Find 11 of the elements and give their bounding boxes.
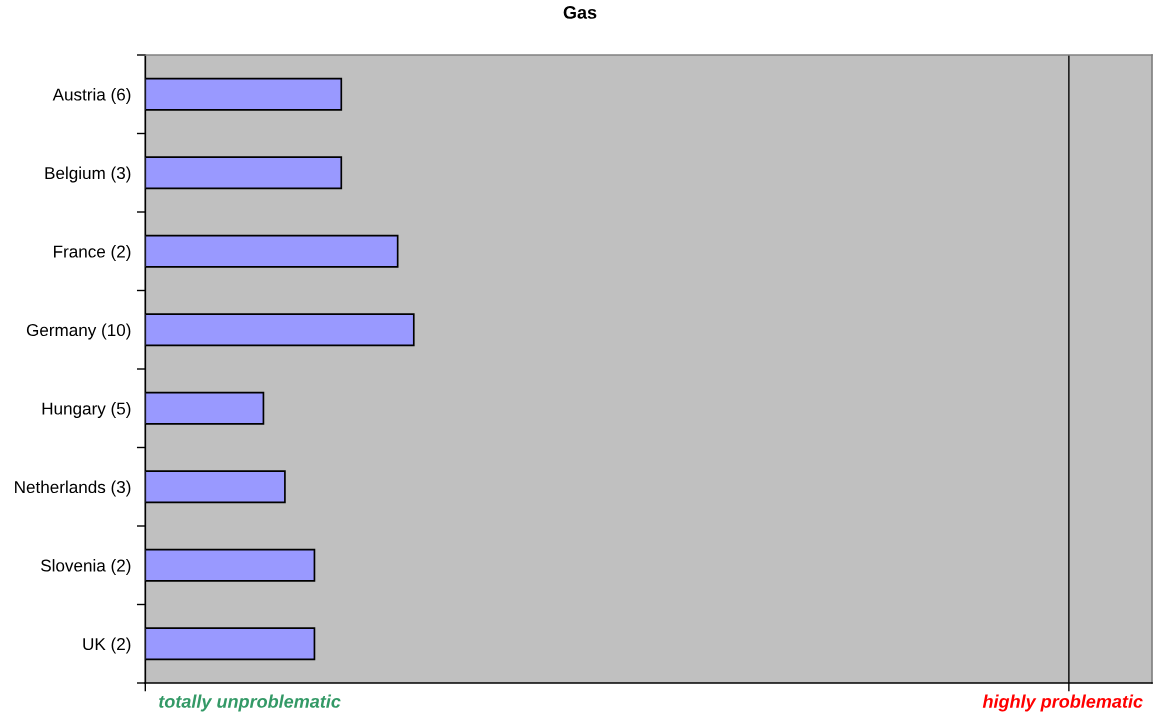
text: Gas — [563, 6, 597, 19]
y-tick-label: Belgium (3) — [45, 166, 131, 183]
y-tick-label: Slovenia (2) — [41, 559, 131, 575]
y-tick-label: UK (2) — [83, 637, 131, 654]
y-tick-label: Germany (10) — [26, 323, 131, 340]
text: highly problematic — [982, 694, 1143, 712]
text: totally unproblematic — [159, 694, 341, 712]
y-tick-label: Austria (6) — [52, 88, 131, 104]
y-tick-label: Netherlands (3) — [15, 480, 131, 497]
y-tick-label: France (2) — [54, 245, 131, 261]
y-tick-label: Hungary (5) — [42, 402, 131, 418]
